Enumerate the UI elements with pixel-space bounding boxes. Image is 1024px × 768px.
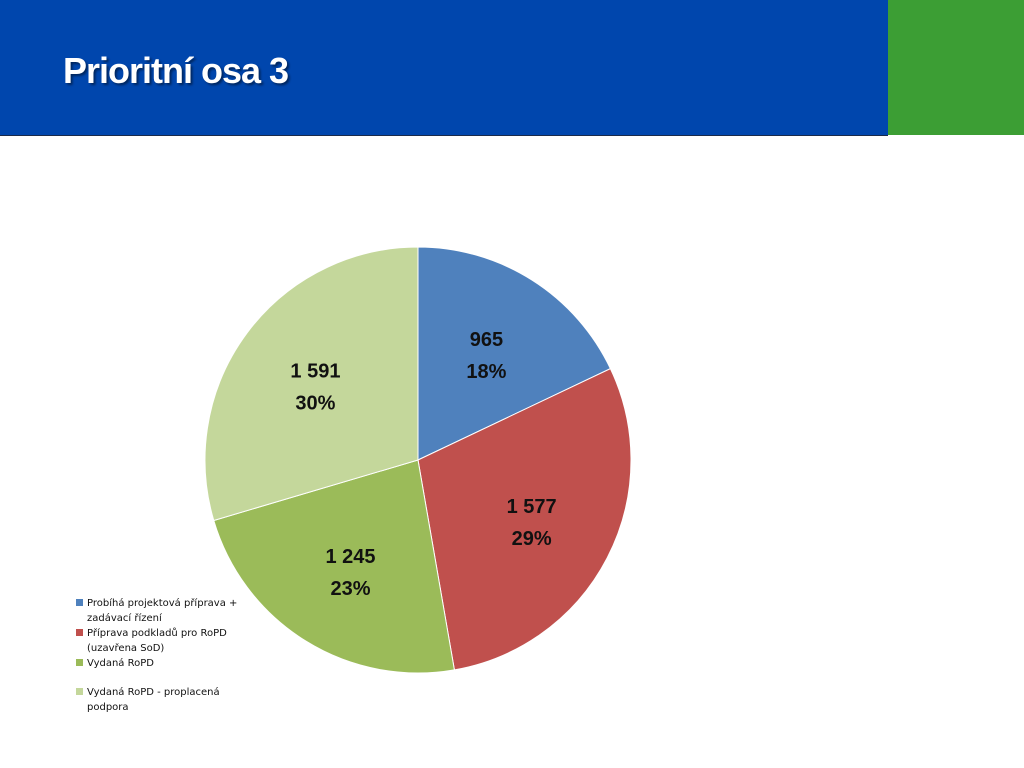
slice-value-label: 1 591	[290, 360, 340, 382]
header-bar	[0, 0, 888, 136]
legend-swatch	[76, 688, 83, 695]
legend-label: Probíhá projektová příprava + zadávací ř…	[87, 598, 238, 624]
legend-swatch	[76, 629, 83, 636]
pie-slice	[204, 246, 419, 522]
slide-title: Prioritní osa 3	[63, 50, 289, 91]
legend-item: Probíhá projektová příprava + zadávací ř…	[76, 596, 246, 626]
pie-slice	[417, 367, 632, 671]
chart-legend: Probíhá projektová příprava + zadávací ř…	[76, 596, 246, 715]
slice-value-label: 965	[470, 329, 503, 351]
legend-swatch	[76, 659, 83, 666]
legend-label: Vydaná RoPD - proplacená podpora	[87, 687, 220, 713]
legend-item: Příprava podkladů pro RoPD (uzavřena SoD…	[76, 626, 246, 656]
pie-slice	[213, 459, 455, 674]
slice-value-label: 1 245	[325, 546, 375, 568]
pie-slice	[417, 246, 612, 461]
header-accent-block	[888, 0, 1024, 135]
legend-label: Vydaná RoPD	[87, 658, 154, 669]
legend-item: Vydaná RoPD	[76, 656, 246, 671]
slice-percent-label: 23%	[330, 578, 370, 600]
slice-percent-label: 29%	[512, 528, 552, 550]
slice-percent-label: 18%	[466, 361, 506, 383]
legend-item: Vydaná RoPD - proplacená podpora	[76, 685, 246, 715]
legend-label: Příprava podkladů pro RoPD (uzavřena SoD…	[87, 628, 227, 654]
slice-value-label: 1 577	[507, 496, 557, 518]
legend-swatch	[76, 599, 83, 606]
slice-percent-label: 30%	[295, 392, 335, 414]
